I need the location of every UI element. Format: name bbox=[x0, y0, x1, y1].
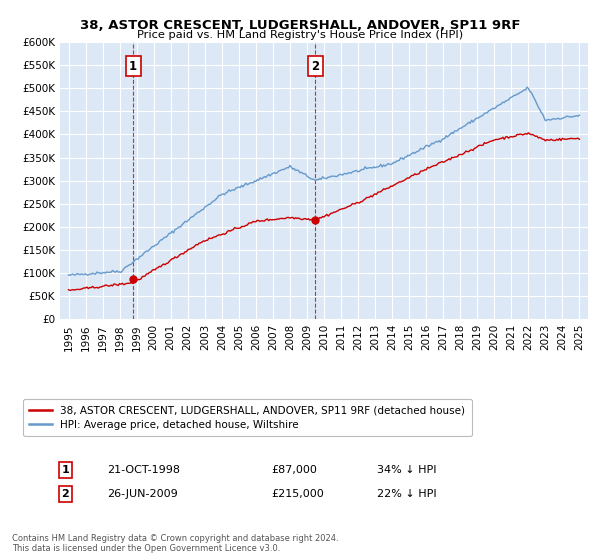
Text: £215,000: £215,000 bbox=[271, 489, 324, 499]
Text: £87,000: £87,000 bbox=[271, 465, 317, 475]
Text: 1: 1 bbox=[129, 59, 137, 73]
Text: Price paid vs. HM Land Registry's House Price Index (HPI): Price paid vs. HM Land Registry's House … bbox=[137, 30, 463, 40]
Text: Contains HM Land Registry data © Crown copyright and database right 2024.
This d: Contains HM Land Registry data © Crown c… bbox=[12, 534, 338, 553]
Text: 22% ↓ HPI: 22% ↓ HPI bbox=[377, 489, 436, 499]
Text: 38, ASTOR CRESCENT, LUDGERSHALL, ANDOVER, SP11 9RF: 38, ASTOR CRESCENT, LUDGERSHALL, ANDOVER… bbox=[80, 19, 520, 32]
Text: 1: 1 bbox=[61, 465, 69, 475]
Text: 21-OCT-1998: 21-OCT-1998 bbox=[107, 465, 181, 475]
Text: 26-JUN-2009: 26-JUN-2009 bbox=[107, 489, 178, 499]
Text: 2: 2 bbox=[61, 489, 69, 499]
Text: 2: 2 bbox=[311, 59, 320, 73]
Legend: 38, ASTOR CRESCENT, LUDGERSHALL, ANDOVER, SP11 9RF (detached house), HPI: Averag: 38, ASTOR CRESCENT, LUDGERSHALL, ANDOVER… bbox=[23, 399, 472, 436]
Text: 34% ↓ HPI: 34% ↓ HPI bbox=[377, 465, 436, 475]
